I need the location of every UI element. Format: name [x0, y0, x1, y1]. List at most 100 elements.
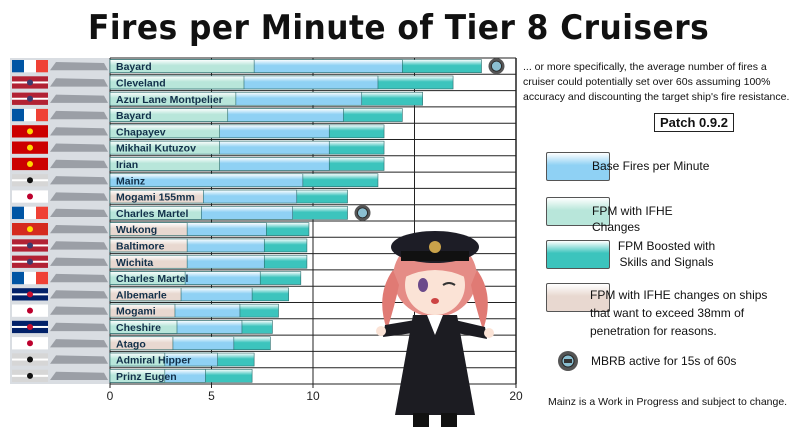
- ship-silhouette: [50, 208, 108, 217]
- bar-ifhe-exceed: [109, 238, 188, 253]
- ship-silhouette: [50, 127, 108, 136]
- flag-emblem: [27, 356, 33, 363]
- bar-label: Chapayev: [116, 126, 166, 138]
- flag-france: [12, 60, 24, 73]
- bar-ifhe: [109, 352, 166, 367]
- bar-label: Albemarle: [116, 289, 167, 301]
- x-tick-label: 10: [306, 389, 320, 403]
- ship-silhouette: [50, 355, 108, 364]
- bar-label: Bayard: [116, 110, 152, 122]
- x-tick-label: 20: [509, 389, 523, 403]
- footnote: Mainz is a Work in Progress and subject …: [548, 396, 788, 408]
- bar-label: Mogami 155mm: [116, 192, 195, 204]
- bar-ifhe: [109, 59, 255, 73]
- bar-ifhe-exceed: [109, 189, 204, 204]
- bar-label: Wukong: [116, 224, 157, 236]
- ship-silhouette: [50, 290, 108, 299]
- bar-base: [109, 173, 304, 188]
- ship-image-column: [10, 58, 110, 384]
- legend-swatch-base: [546, 152, 610, 181]
- flag-france: [36, 108, 48, 122]
- ship-silhouette: [50, 371, 108, 380]
- ship-silhouette: [50, 94, 108, 103]
- bar-label: Cheshire: [116, 322, 161, 334]
- bar-ifhe-exceed: [109, 303, 176, 318]
- ship-silhouette: [50, 78, 108, 87]
- flag-emblem: [27, 95, 33, 102]
- bar-label: Charles Martel: [116, 273, 188, 285]
- ship-silhouette: [50, 192, 108, 201]
- bar-ifhe: [109, 206, 202, 220]
- legend-swatch-ifhe: [546, 197, 610, 226]
- ship-silhouette: [50, 257, 108, 266]
- flag-emblem: [27, 323, 33, 330]
- bar-label: Mogami: [116, 306, 156, 318]
- mbrb-icon-inner: [491, 60, 502, 72]
- x-tick-label: 0: [107, 389, 114, 403]
- flag-emblem: [27, 291, 33, 298]
- bar-ifhe-exceed: [109, 336, 174, 351]
- patch-label: Patch 0.9.2: [654, 113, 734, 132]
- legend-label-ifhe-exceed: FPM with IFHE changes on ships that want…: [590, 288, 768, 338]
- bar-ifhe-exceed: [109, 287, 182, 302]
- bar-ifhe: [109, 124, 220, 139]
- flag-emblem: [27, 340, 33, 347]
- legend-label-mbrb: MBRB active for 15s of 60s: [591, 354, 737, 368]
- flag-france: [12, 108, 24, 122]
- flag-france: [24, 108, 36, 122]
- flag-france: [24, 271, 36, 285]
- ship-silhouette: [50, 322, 108, 332]
- bar-ifhe: [109, 75, 245, 90]
- flag-france: [24, 206, 36, 219]
- legend-swatch-boosted: [546, 240, 610, 269]
- ship-silhouette: [50, 143, 108, 152]
- flag-emblem: [27, 160, 33, 167]
- bar-ifhe-exceed: [109, 254, 188, 269]
- flag-france: [36, 60, 48, 73]
- legend-label-boosted: FPM Boosted with Skills and Signals: [617, 239, 716, 269]
- ship-silhouette: [50, 339, 108, 348]
- mbrb-icon: [558, 351, 578, 371]
- legend-label-base: Base Fires per Minute: [592, 159, 710, 173]
- ship-silhouette: [50, 110, 108, 120]
- ship-silhouette: [50, 306, 108, 315]
- bar-label: Azur Lane Montpelier: [116, 94, 223, 106]
- bar-ifhe: [109, 108, 229, 122]
- flag-emblem: [27, 144, 33, 151]
- bar-label: Baltimore: [116, 240, 165, 252]
- bar-ifhe-exceed: [109, 222, 188, 236]
- bar-ifhe: [109, 91, 237, 106]
- bar-label: Mainz: [116, 175, 145, 187]
- bar-label: Irian: [116, 159, 138, 171]
- flag-france: [36, 206, 48, 219]
- flag-emblem: [27, 226, 33, 233]
- bar-label: Mikhail Kutuzov: [116, 143, 196, 155]
- bar-ifhe: [109, 369, 166, 383]
- flag-emblem: [27, 128, 33, 135]
- ship-silhouette: [50, 176, 108, 185]
- bar-label: Prinz Eugen: [116, 371, 177, 383]
- ship-silhouette: [50, 159, 108, 169]
- flag-emblem: [27, 79, 33, 86]
- flag-france: [36, 271, 48, 285]
- bar-label: Charles Martel: [116, 208, 188, 220]
- flag-emblem: [27, 258, 33, 265]
- flag-france: [24, 60, 36, 73]
- chart-description: ... or more specifically, the average nu…: [523, 61, 790, 103]
- flag-france: [12, 206, 24, 219]
- flag-emblem: [27, 242, 33, 249]
- mbrb-icon-inner: [357, 207, 368, 219]
- flag-emblem: [27, 177, 33, 184]
- flag-emblem: [27, 372, 33, 379]
- bar-label: Atago: [116, 338, 146, 350]
- ship-silhouette: [50, 273, 108, 283]
- bar-label: Bayard: [116, 61, 152, 73]
- mascot-illustration: [376, 231, 494, 427]
- legend-swatch-ifhe-exceed: [546, 283, 610, 312]
- x-tick-label: 5: [208, 389, 215, 403]
- ship-silhouette: [50, 62, 108, 71]
- flag-emblem: [27, 307, 33, 314]
- ship-silhouette: [50, 225, 108, 234]
- ship-silhouette: [50, 241, 108, 250]
